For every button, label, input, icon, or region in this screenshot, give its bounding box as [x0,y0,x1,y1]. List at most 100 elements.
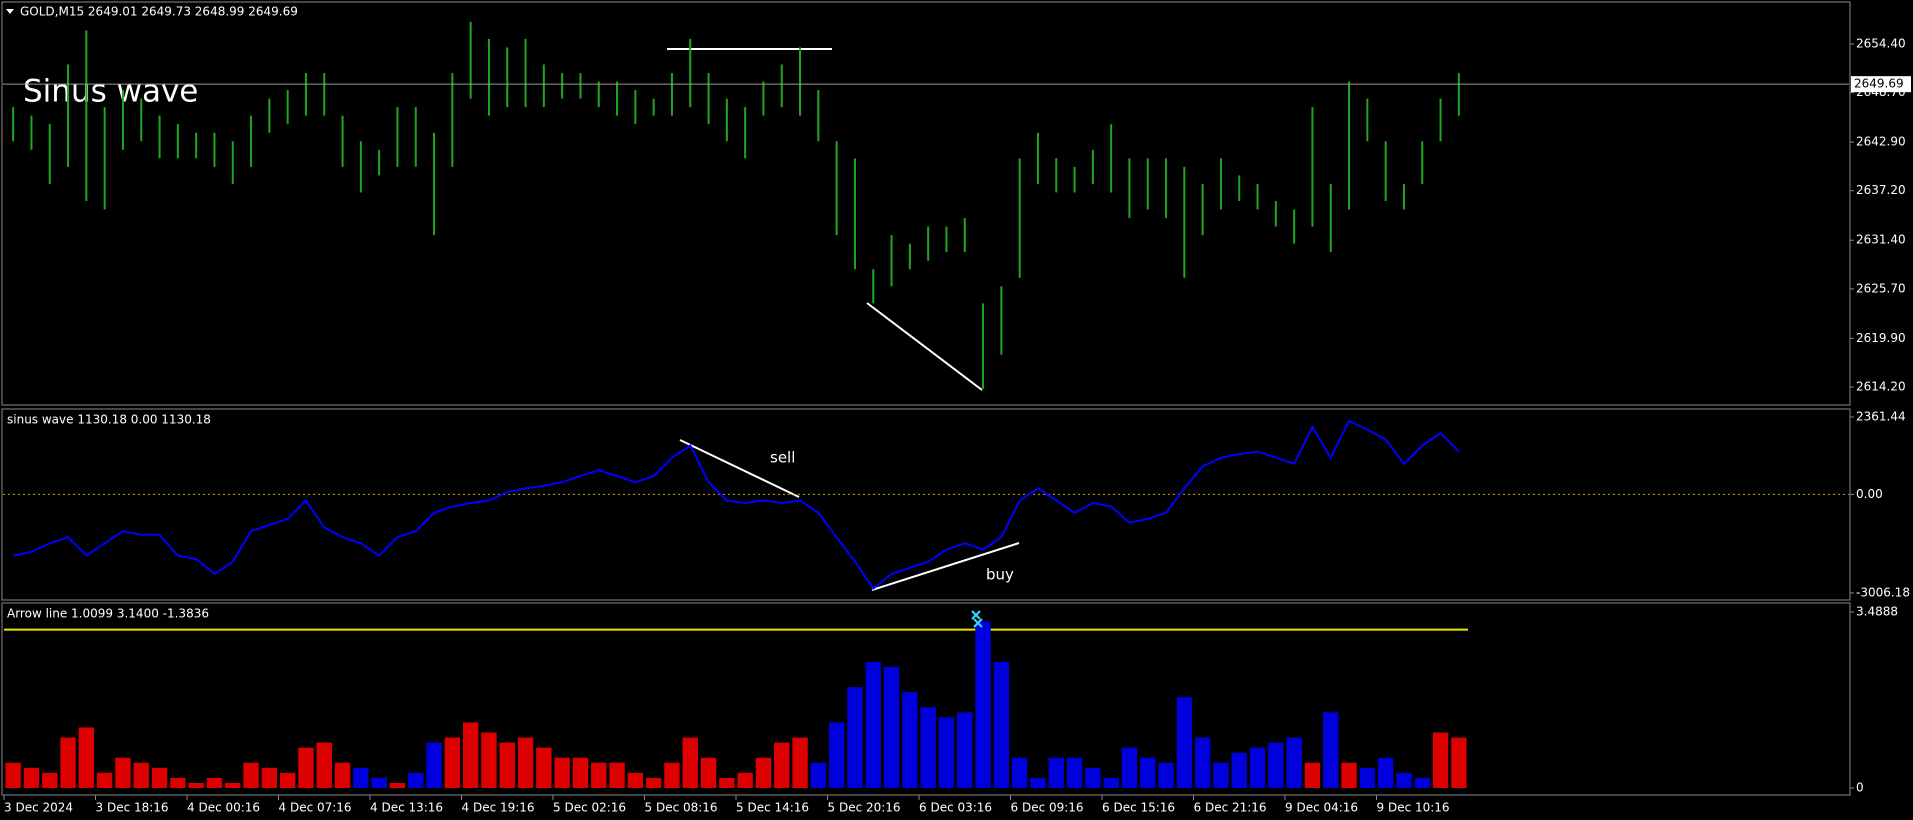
y-tick-label: 0.00 [1856,487,1883,501]
x-tick-label: 3 Dec 2024 [4,801,73,815]
x-tick-label: 9 Dec 04:16 [1285,801,1358,815]
histogram-bar [42,772,58,788]
histogram-bar [1085,767,1101,788]
histogram-bar [1231,752,1247,788]
histogram-bar [481,732,497,788]
trend-line [871,542,1020,591]
histogram-bar [517,737,534,788]
histogram-bar [609,762,625,788]
histogram-bar [572,757,589,788]
histogram-bar [591,762,607,788]
histogram-bar [462,722,479,788]
histogram-bar [243,762,259,788]
x-tick-label: 5 Dec 20:16 [828,801,901,815]
chart-title: GOLD,M15 2649.01 2649.73 2648.99 2649.69 [20,5,298,19]
histogram-bar [536,747,552,788]
histogram-bar [60,737,76,788]
histogram-bar [408,772,424,788]
histogram-bar [1048,757,1064,788]
histogram-bar [1304,762,1321,788]
histogram-bar [1286,737,1302,788]
histogram-bar [389,782,406,788]
histogram-bar [1451,737,1467,788]
x-tick-label: 6 Dec 09:16 [1011,801,1084,815]
histogram-bar [115,757,131,788]
histogram-bar [938,717,955,788]
histogram-bar [206,777,223,788]
histogram-bar [298,747,314,788]
histogram-bar [737,772,753,788]
histogram-bar [5,762,21,788]
histogram-bar [1323,712,1339,788]
histogram-bar [664,762,680,788]
sinus-line [13,419,1460,591]
last-price-label: 2649.69 [1854,77,1904,91]
histogram-bar [261,767,278,788]
menu-triangle [6,9,14,14]
annotation: Sinus wave [23,74,198,110]
sinus-panel [1,408,1851,601]
trend-line [679,439,800,498]
y-tick-label: 2637.20 [1856,183,1906,197]
annotation: sell [770,449,795,467]
histogram-bar [627,772,644,788]
x-tick-label: 6 Dec 21:16 [1194,801,1267,815]
y-tick-label: -3006.18 [1856,585,1910,599]
histogram-bar [151,767,168,788]
histogram-bar [883,666,900,788]
histogram-bar [1396,772,1412,788]
histogram-bar [1377,757,1394,788]
x-tick-label: 5 Dec 14:16 [736,801,809,815]
histogram-bar [1011,757,1028,788]
histogram-bar [23,767,40,788]
histogram-bar [78,727,95,788]
histogram-bar [316,742,332,788]
histogram-bar [1414,777,1430,788]
histogram-bar [645,777,662,788]
histogram-bar [1176,697,1193,788]
y-tick-label: 2654.40 [1856,36,1906,50]
histogram-bar [1432,732,1449,788]
histogram-bar [993,661,1010,788]
histogram-bar [719,777,735,788]
histogram-bar [1194,737,1211,788]
histogram-bar [682,737,698,788]
histogram-bar [499,742,515,788]
y-tick-label: 2614.20 [1856,379,1906,393]
x-tick-label: 4 Dec 07:16 [279,801,352,815]
x-tick-label: 4 Dec 13:16 [370,801,443,815]
histogram-bar [1140,757,1156,788]
arrow-title: Arrow line 1.0099 3.1400 -1.3836 [7,607,209,621]
y-tick-label: 2619.90 [1856,331,1906,345]
x-tick-label: 4 Dec 00:16 [187,801,260,815]
x-tick-label: 5 Dec 02:16 [553,801,626,815]
histogram-bar [96,772,113,788]
x-tick-label: 6 Dec 15:16 [1102,801,1175,815]
histogram-bar [920,707,936,788]
x-tick-label: 3 Dec 18:16 [96,801,169,815]
x-tick-label: 6 Dec 03:16 [919,801,992,815]
histogram-bar [1066,757,1083,788]
histogram-bar [1249,747,1266,788]
y-tick-label: 2361.44 [1856,409,1906,423]
histogram-bar [792,737,808,788]
histogram-bar [444,737,461,788]
y-tick-label: 0 [1856,780,1864,794]
last-price-box [1851,76,1911,93]
histogram-bar [1030,777,1046,788]
histogram-bar [847,687,863,788]
annotation: buy [986,566,1014,584]
histogram-bar [170,777,186,788]
arrow-panel [1,602,1851,796]
histogram-bar [828,722,845,788]
histogram-bar [975,621,991,788]
y-tick-label: 2631.40 [1856,233,1906,247]
y-tick-label: 2625.70 [1856,281,1906,295]
x-tick-label: 5 Dec 08:16 [645,801,718,815]
histogram-bar [188,782,204,788]
histogram-bar [133,762,149,788]
histogram-bar [865,661,881,788]
trend-line [866,302,983,391]
